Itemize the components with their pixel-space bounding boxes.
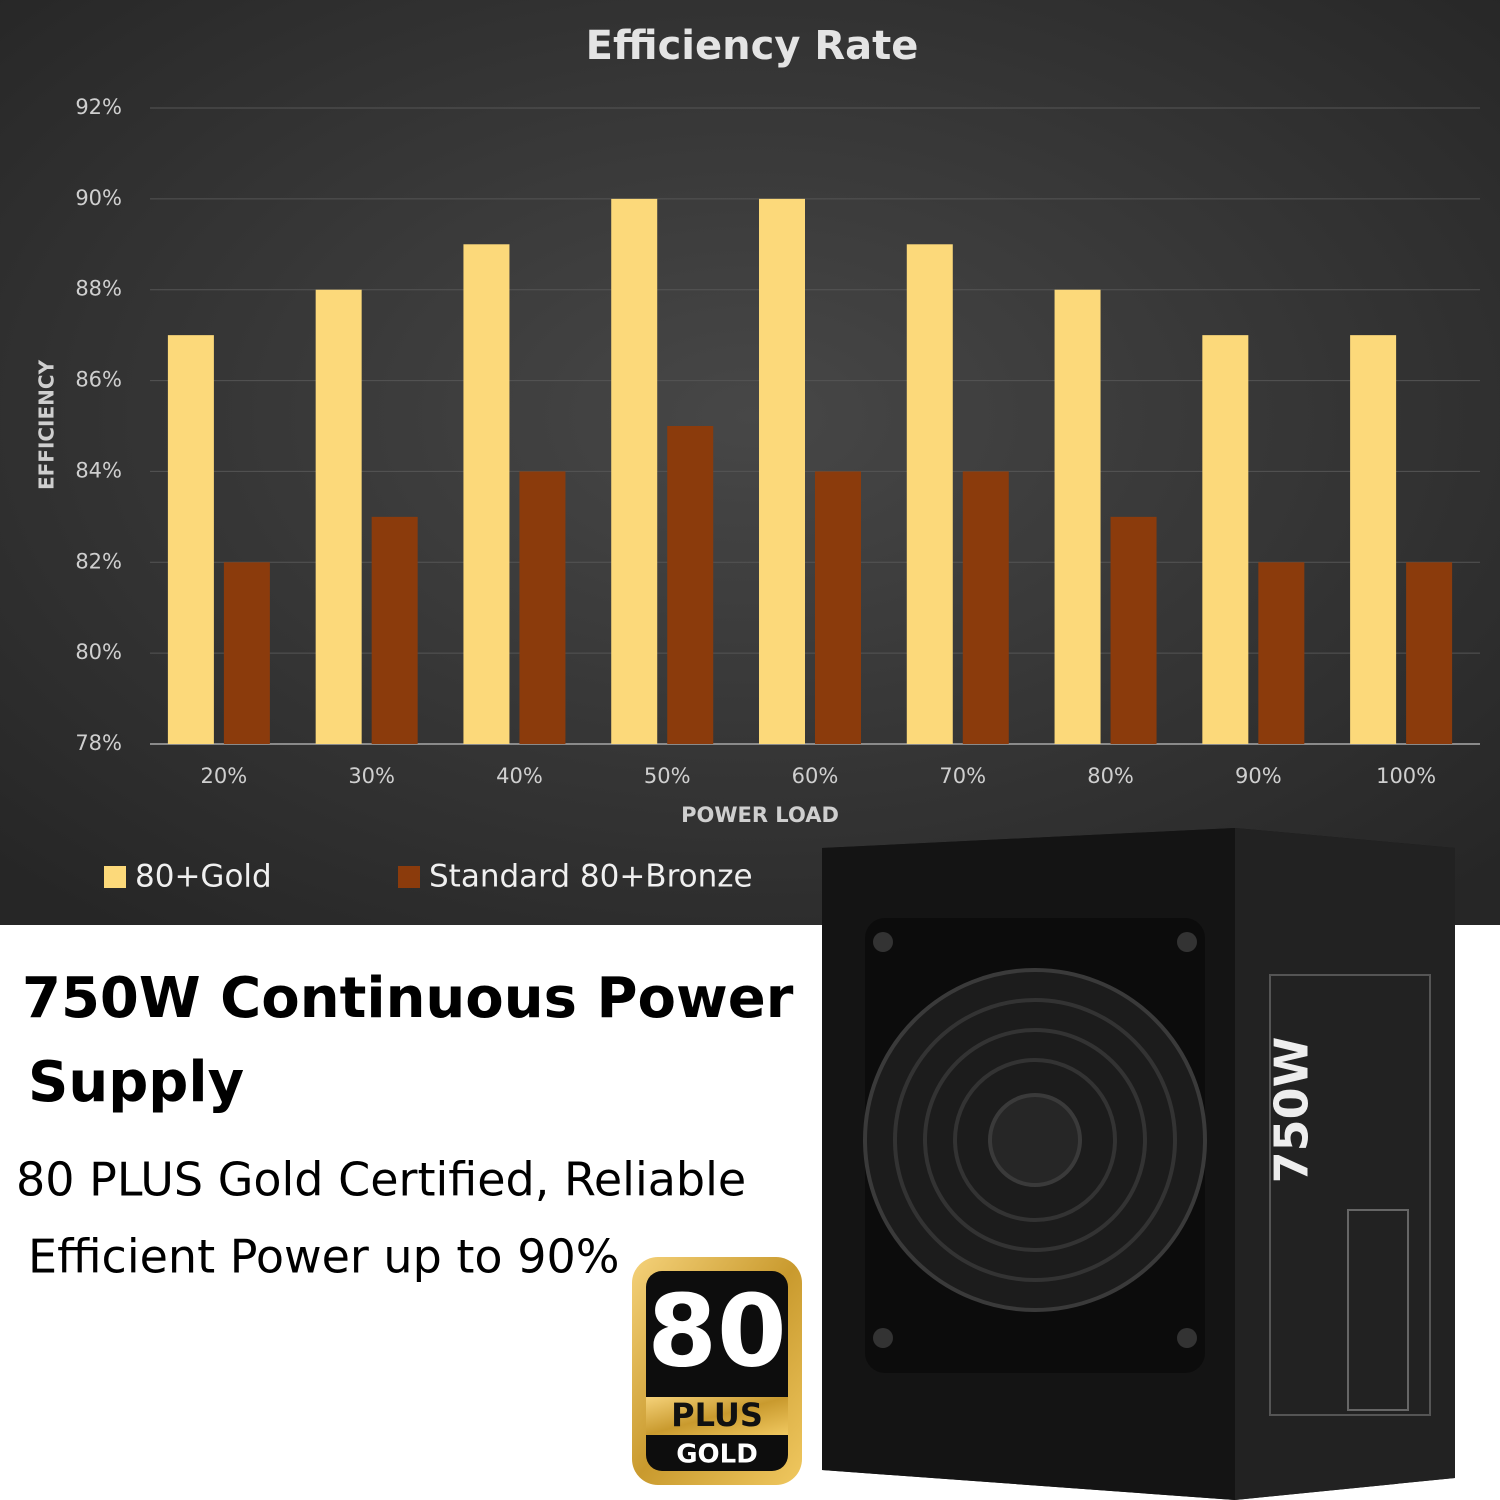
y-tick-label: 84% [75,458,122,482]
bar [315,289,362,744]
badge-plus: PLUS [671,1396,763,1434]
badge-grade: GOLD [676,1440,758,1470]
y-tick-label: 78% [75,731,122,755]
y-tick-label: 86% [75,368,122,392]
y-tick-label: 90% [75,186,122,210]
x-tick-label: 70% [939,764,986,788]
bar [611,198,658,744]
certification-badge [632,1257,802,1485]
x-tick-label: 30% [348,764,395,788]
legend-swatch [398,866,420,888]
x-axis-label: POWER LOAD [681,803,839,827]
y-tick-label: 80% [75,640,122,664]
headline: Supply [28,1050,244,1115]
legend-swatch [104,866,126,888]
bar [815,471,861,744]
description: Efficient Power up to 90% [28,1230,619,1284]
x-tick-label: 40% [496,764,543,788]
bar [1054,289,1101,744]
psu-label: 750W [1265,1037,1319,1184]
chart-title: Efficiency Rate [586,23,919,69]
bar [167,335,214,744]
bar [1350,335,1397,744]
bar [906,244,953,745]
chart: 78% 80% 82% 84% 86% 88% 90% 92% 20% 30% 40% 50% 60% 7… [75,95,1480,895]
legend-label: 80+Gold [135,859,272,895]
bar [223,562,270,744]
x-tick-label: 20% [201,764,248,788]
bar [1110,516,1157,744]
y-tick-label: 88% [75,277,122,301]
bar [463,244,510,745]
badge-number: 80 [647,1272,786,1389]
y-tick-label: 82% [75,549,122,573]
x-tick-label: 90% [1235,764,1282,788]
x-tick-label: 80% [1087,764,1134,788]
description: 80 PLUS Gold Certified, Reliable [16,1153,746,1207]
y-tick-label: 92% [75,95,122,119]
x-tick-label: 50% [644,764,691,788]
bar [1406,562,1453,744]
legend-label: Standard 80+Bronze [429,859,753,895]
bar [667,426,714,744]
y-axis-label: EFFICIENCY [35,359,59,490]
bar [1258,562,1305,744]
bar [962,471,1009,744]
psu-image [822,828,1455,1500]
chart-background [0,0,1500,925]
bar [759,198,805,744]
bar [1202,335,1249,744]
headline: 750W Continuous Power [22,966,794,1031]
bar [371,516,418,744]
bar [519,471,566,744]
x-tick-label: 60% [792,764,839,788]
x-tick-label: 100% [1376,764,1436,788]
